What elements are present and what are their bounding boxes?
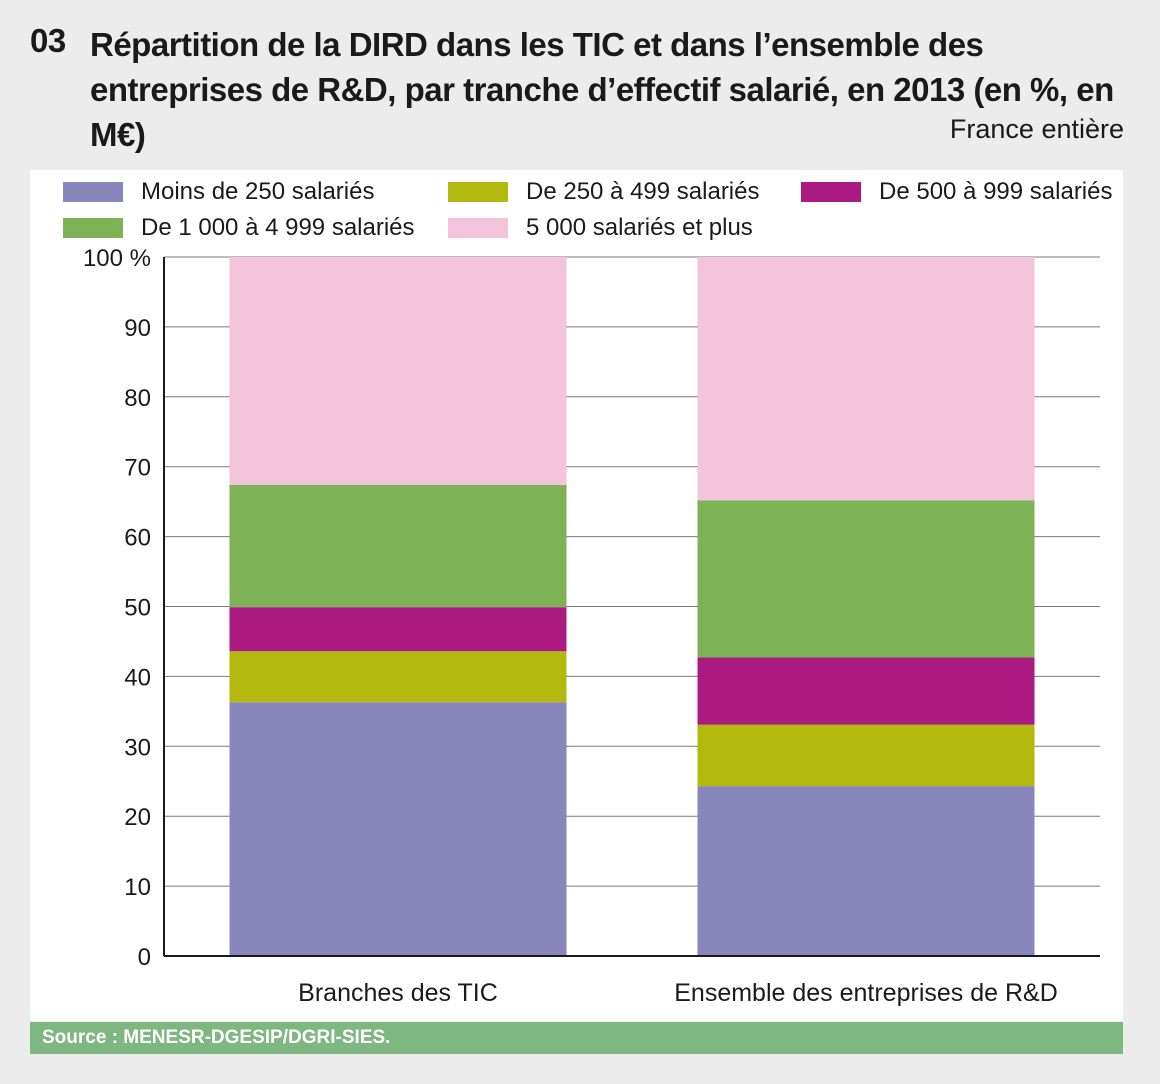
bar-segment: [697, 500, 1035, 658]
legend-item-5000-plus: 5 000 salariés et plus: [448, 213, 753, 243]
bar-segment: [229, 484, 567, 608]
bar-segment: [229, 702, 567, 956]
y-tick-label: 40: [124, 664, 151, 691]
legend-swatch: [63, 182, 123, 202]
legend-label: 5 000 salariés et plus: [526, 214, 753, 241]
y-tick-label: 10: [124, 874, 151, 901]
stacked-bar-chart: 0 10 20 30 40 50 60 70 80 90 100 % Branches des TIC…: [83, 245, 1100, 1007]
source-note: Source : MENESR-DGESIP/DGRI-SIES.: [30, 1022, 1123, 1054]
legend-item-1000-4999: De 1 000 à 4 999 salariés: [63, 213, 415, 243]
legend-item-moins-250: Moins de 250 salariés: [63, 177, 374, 207]
legend-item-500-999: De 500 à 999 salariés: [801, 177, 1112, 207]
y-tick-label: 100 %: [83, 245, 151, 272]
legend-swatch: [448, 218, 508, 238]
legend-label: De 500 à 999 salariés: [879, 178, 1113, 205]
bar-segment: [697, 257, 1035, 501]
legend-swatch: [448, 182, 508, 202]
legend-label: Moins de 250 salariés: [141, 178, 375, 205]
legend-label: De 250 à 499 salariés: [526, 178, 760, 205]
legend-label: De 1 000 à 4 999 salariés: [141, 214, 415, 241]
chart-scope: France entière: [949, 114, 1124, 144]
y-tick-label: 60: [124, 525, 151, 552]
legend-item-250-499: De 250 à 499 salariés: [448, 177, 759, 207]
y-tick-label: 50: [124, 595, 151, 622]
bar-segment: [697, 786, 1035, 956]
y-tick-label: 20: [124, 804, 151, 831]
y-tick-label: 0: [138, 944, 151, 971]
legend-swatch: [801, 182, 861, 202]
figure-number: 03: [30, 22, 66, 59]
bar-segment: [697, 657, 1035, 725]
bar-segment: [697, 724, 1035, 787]
bar-segment: [229, 651, 567, 703]
chart-title: Répartition de la DIRD dans les TIC et d…: [90, 26, 1114, 153]
y-tick-label: 80: [124, 385, 151, 412]
category-label: Ensemble des entreprises de R&D: [674, 979, 1058, 1007]
y-tick-label: 30: [124, 734, 151, 761]
bar-segment: [229, 607, 567, 652]
legend-swatch: [63, 218, 123, 238]
y-tick-label: 90: [124, 315, 151, 342]
category-label: Branches des TIC: [298, 979, 498, 1007]
bar-segment: [229, 257, 567, 485]
y-tick-label: 70: [124, 455, 151, 482]
chart-panel: Moins de 250 salariés De 250 à 499 salar…: [30, 170, 1123, 1021]
